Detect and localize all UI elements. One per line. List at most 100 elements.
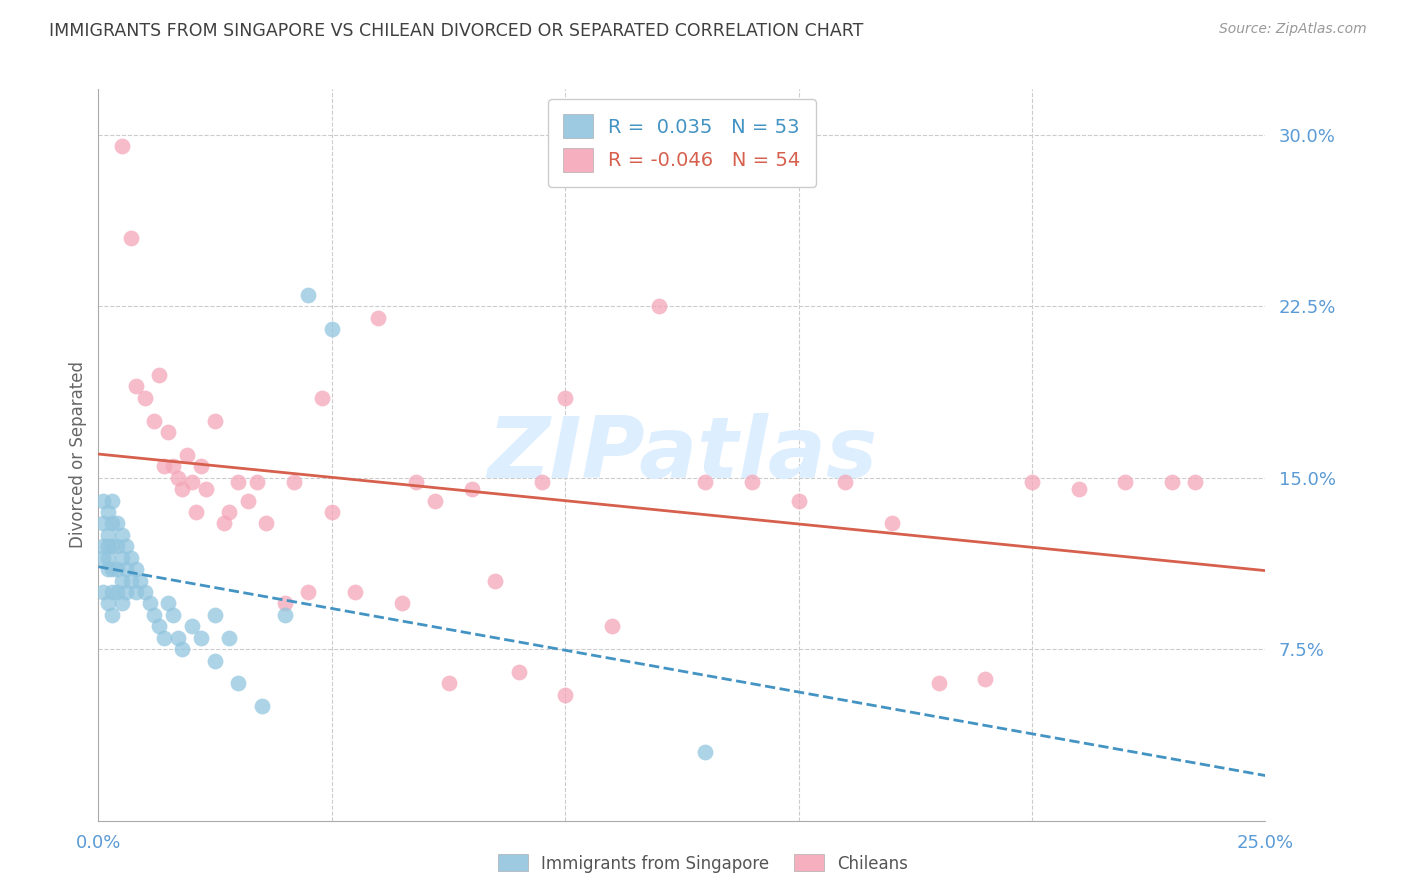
Point (97, 539, 120, 553)
Point (180, 475, 202, 490)
Point (97, 562, 120, 576)
Point (508, 665, 530, 679)
Point (880, 516, 903, 531)
Point (111, 139, 134, 153)
Point (105, 539, 128, 553)
Point (297, 288, 319, 302)
Point (115, 562, 138, 576)
Point (105, 562, 128, 576)
Text: ZIPatlas: ZIPatlas (486, 413, 877, 497)
Point (554, 391, 576, 405)
Point (297, 585, 319, 599)
Point (91, 516, 114, 531)
Text: Source: ZipAtlas.com: Source: ZipAtlas.com (1219, 22, 1367, 37)
Point (204, 607, 226, 622)
Point (120, 231, 142, 245)
Point (484, 574, 506, 588)
Point (321, 322, 343, 336)
Legend: Immigrants from Singapore, Chileans: Immigrants from Singapore, Chileans (491, 847, 915, 880)
Point (695, 745, 717, 759)
Point (228, 676, 250, 690)
Point (1021, 475, 1043, 490)
Point (101, 539, 124, 553)
Point (741, 475, 763, 490)
Point (101, 562, 124, 576)
Point (111, 528, 134, 542)
Point (250, 699, 273, 714)
Point (461, 482, 484, 496)
Point (172, 482, 194, 496)
Point (111, 574, 134, 588)
Point (152, 459, 174, 474)
Point (204, 414, 226, 428)
Point (274, 597, 297, 611)
Point (554, 688, 576, 702)
Point (600, 619, 623, 633)
Point (405, 475, 427, 490)
Point (115, 585, 138, 599)
Point (157, 425, 180, 439)
Point (236, 493, 259, 508)
Point (97, 597, 120, 611)
Point (321, 505, 343, 519)
Point (1184, 475, 1206, 490)
Point (101, 607, 124, 622)
Point (125, 585, 148, 599)
Point (125, 562, 148, 576)
Point (120, 574, 142, 588)
Point (647, 299, 669, 313)
Point (162, 607, 184, 622)
Point (157, 597, 180, 611)
Point (391, 597, 413, 611)
Point (97, 505, 120, 519)
Point (143, 414, 166, 428)
Point (91, 539, 114, 553)
Point (218, 631, 240, 645)
Y-axis label: Divorced or Separated: Divorced or Separated (69, 361, 87, 549)
Point (274, 607, 297, 622)
Point (367, 310, 389, 325)
Point (928, 676, 950, 690)
Point (162, 459, 184, 474)
Point (101, 516, 124, 531)
Point (787, 493, 810, 508)
Point (91, 585, 114, 599)
Point (256, 516, 278, 531)
Point (152, 631, 174, 645)
Point (105, 585, 128, 599)
Point (166, 471, 188, 485)
Point (214, 516, 236, 531)
Point (143, 607, 166, 622)
Point (101, 493, 124, 508)
Point (111, 597, 134, 611)
Point (134, 585, 156, 599)
Point (111, 550, 134, 565)
Point (423, 493, 446, 508)
Point (194, 482, 217, 496)
Point (1161, 475, 1184, 490)
Point (186, 505, 208, 519)
Point (204, 654, 226, 668)
Point (120, 550, 142, 565)
Point (180, 619, 202, 633)
Point (228, 475, 250, 490)
Point (166, 631, 188, 645)
Point (218, 505, 240, 519)
Point (134, 391, 156, 405)
Point (530, 475, 553, 490)
Point (695, 475, 717, 490)
Point (139, 597, 162, 611)
Point (190, 459, 212, 474)
Point (105, 516, 128, 531)
Point (148, 619, 170, 633)
Point (101, 585, 124, 599)
Point (125, 379, 148, 393)
Point (176, 448, 198, 462)
Point (344, 585, 367, 599)
Point (97, 528, 120, 542)
Point (190, 631, 212, 645)
Point (1114, 475, 1136, 490)
Point (246, 475, 269, 490)
Point (283, 475, 305, 490)
Point (437, 676, 460, 690)
